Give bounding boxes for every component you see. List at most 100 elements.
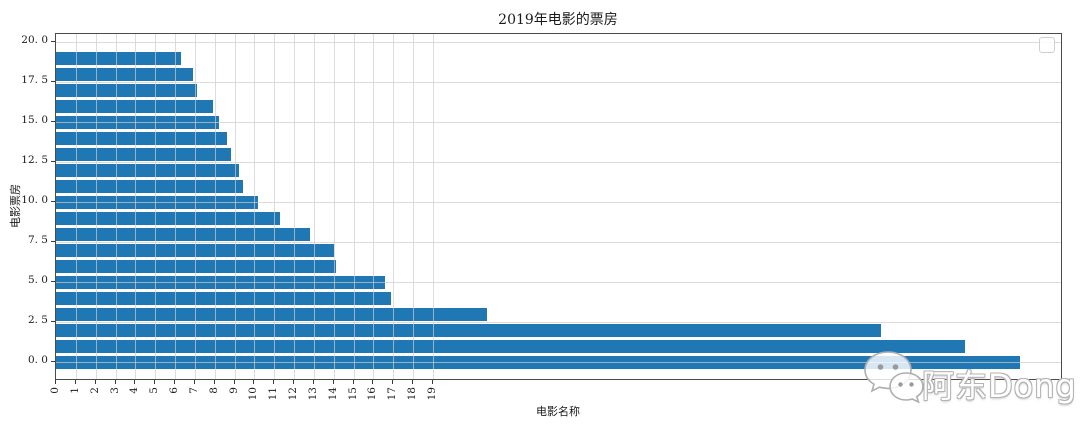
x-tick-mark	[114, 380, 116, 384]
x-tick-mark	[154, 380, 156, 384]
x-tick-label: 1	[68, 387, 81, 394]
y-tick-mark	[51, 41, 55, 42]
legend-box	[1039, 37, 1055, 53]
bar	[56, 339, 965, 353]
bar	[56, 163, 239, 177]
x-tick-label: 16	[366, 387, 379, 401]
x-tick-mark	[293, 380, 295, 384]
x-tick-mark	[233, 380, 235, 384]
x-tick-label: 15	[346, 387, 359, 401]
gridline-x	[413, 34, 415, 379]
gridline-y	[56, 242, 1061, 243]
y-tick-mark	[51, 121, 55, 122]
gridline-x	[274, 34, 276, 379]
bar	[56, 323, 882, 337]
gridline-x	[234, 34, 236, 379]
x-tick-label: 5	[148, 387, 161, 394]
x-tick-mark	[55, 380, 56, 384]
x-tick-mark	[74, 380, 76, 384]
x-tick-label: 12	[287, 387, 300, 401]
x-axis-label: 电影名称	[536, 405, 580, 418]
y-tick-label: 2. 5	[27, 314, 48, 326]
x-tick-label: 14	[326, 387, 339, 401]
y-tick-label: 10. 0	[21, 194, 48, 206]
bar	[56, 227, 310, 241]
bar	[56, 131, 227, 145]
y-tick-label: 20. 0	[21, 34, 48, 46]
y-tick-label: 15. 0	[21, 114, 48, 126]
x-tick-label: 18	[406, 387, 419, 401]
y-tick-mark	[51, 281, 55, 282]
watermark-text: 阿东Dong	[922, 367, 1077, 405]
x-tick-mark	[174, 380, 175, 384]
y-tick-mark	[51, 201, 55, 202]
gridline-x	[155, 34, 157, 379]
x-tick-mark	[332, 380, 334, 384]
gridline-x	[294, 34, 296, 379]
x-tick-label: 6	[168, 387, 180, 394]
bar	[56, 67, 193, 81]
x-tick-label: 19	[426, 387, 438, 401]
x-tick-mark	[392, 380, 394, 384]
gridline-x	[214, 34, 216, 379]
bar	[56, 147, 231, 161]
gridline-x	[393, 34, 395, 379]
gridline-x	[333, 34, 335, 379]
gridline-y	[56, 82, 1061, 83]
x-tick-mark	[372, 380, 374, 384]
gridline-x	[115, 34, 117, 379]
gridline-y	[56, 362, 1061, 363]
bar	[56, 51, 181, 65]
x-tick-mark	[213, 380, 215, 384]
gridline-x	[313, 34, 315, 379]
bar	[56, 307, 487, 321]
x-tick-label: 7	[187, 387, 200, 394]
gridline-x	[194, 34, 196, 379]
y-tick-label: 7. 5	[27, 234, 48, 246]
gridline-x	[433, 34, 434, 379]
x-tick-label: 13	[306, 387, 319, 401]
y-tick-mark	[51, 81, 55, 82]
x-tick-mark	[94, 380, 96, 384]
x-tick-label: 11	[267, 387, 280, 401]
gridline-y	[56, 42, 1061, 43]
y-axis-label: 电影票房	[9, 184, 22, 228]
plot-area	[55, 33, 1062, 380]
x-tick-label: 17	[386, 387, 399, 401]
x-tick-label: 4	[128, 387, 141, 394]
gridline-x	[75, 34, 77, 379]
bar	[56, 211, 281, 225]
x-tick-mark	[412, 380, 414, 384]
x-tick-label: 0	[49, 387, 61, 394]
bar	[56, 83, 197, 97]
y-tick-mark	[51, 241, 55, 242]
x-tick-mark	[193, 380, 195, 384]
gridline-x	[353, 34, 355, 379]
gridline-y	[56, 282, 1061, 283]
watermark: 阿东Dong	[858, 346, 1076, 408]
chart-title: 2019年电影的票房	[498, 12, 618, 28]
bar	[56, 291, 392, 305]
x-tick-label: 2	[88, 387, 101, 394]
gridline-x	[254, 34, 256, 379]
bar	[56, 99, 213, 113]
gridline-x	[373, 34, 375, 379]
y-tick-label: 5. 0	[27, 274, 48, 286]
x-tick-label: 9	[227, 387, 240, 394]
x-tick-mark	[312, 380, 314, 384]
gridline-x	[135, 34, 137, 379]
gridline-y	[56, 202, 1061, 203]
x-tick-mark	[253, 380, 255, 384]
y-tick-label: 0. 0	[27, 354, 48, 366]
x-tick-label: 8	[207, 387, 220, 394]
x-tick-label: 3	[108, 387, 121, 394]
x-tick-label: 10	[247, 387, 260, 401]
x-tick-mark	[432, 380, 433, 384]
x-tick-mark	[352, 380, 354, 384]
gridline-x	[175, 34, 176, 379]
y-tick-mark	[51, 161, 55, 162]
wechat-icon	[864, 351, 924, 404]
y-tick-label: 12. 5	[21, 154, 48, 166]
gridline-y	[56, 162, 1061, 163]
